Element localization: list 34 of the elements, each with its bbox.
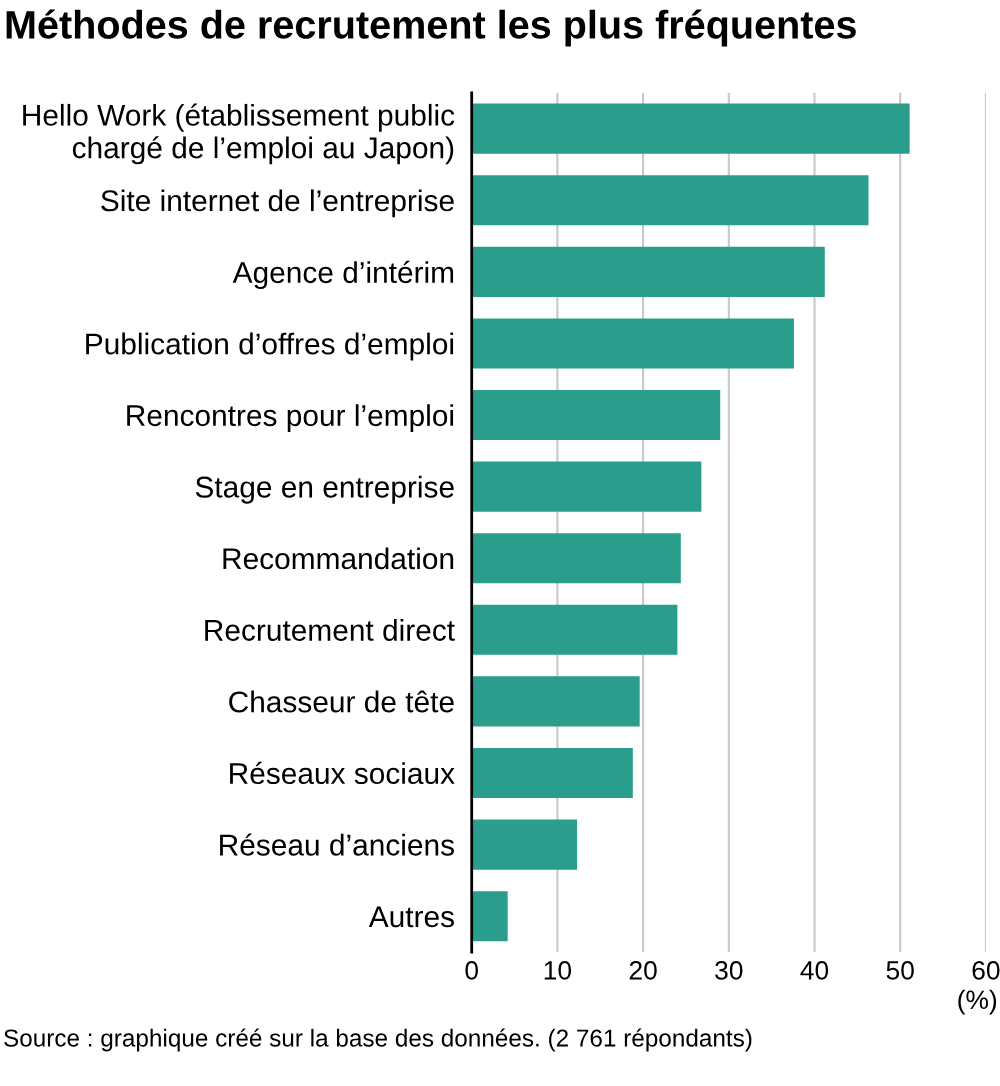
y-tick-label: Site internet de l’entreprise [101, 189, 454, 218]
bar [471, 175, 869, 226]
y-tick-label: Stage en entreprise [195, 475, 454, 504]
bar [471, 389, 721, 441]
bar [471, 819, 578, 870]
x-axis-title: (%) [958, 989, 997, 1015]
bar [471, 747, 633, 799]
bar [471, 604, 678, 655]
bar [471, 891, 508, 942]
x-tick-label: 0 [465, 961, 479, 980]
y-tick-label: Réseau d’anciens [220, 833, 454, 856]
y-tick-label: Hello Work (établissement public chargé de l’emploi au Japon) [23, 103, 455, 165]
bar [471, 246, 825, 297]
x-tick-label: 30 [715, 961, 743, 980]
bar [471, 103, 910, 154]
y-tick-label: Rencontres pour l’emploi [127, 404, 454, 433]
bar [471, 533, 681, 584]
x-tick-label: 20 [629, 961, 657, 980]
y-tick-label: Publication d’offres d’emploi [86, 332, 454, 361]
bar [471, 461, 702, 512]
source-note: Source : graphique créé sur la base des données. (2 761 répondants) [4, 1028, 752, 1052]
x-tick-label: 40 [800, 961, 829, 980]
y-tick-label: Recrutement direct [205, 618, 455, 641]
y-tick-label: Agence d’intérim [232, 260, 454, 290]
chart-title: Méthodes de recrutement les plus fréquentes [6, 9, 856, 47]
y-tick-label: Chasseur de tête [229, 690, 454, 713]
bar [471, 676, 640, 727]
y-tick-label: Réseaux sociaux [230, 761, 455, 785]
x-tick-label: 50 [886, 961, 914, 980]
y-tick-label: Autres [368, 906, 454, 928]
x-tick-label: 10 [544, 961, 572, 980]
bar [471, 318, 794, 369]
y-tick-label: Recommandation [223, 547, 454, 570]
x-tick-label: 60 [972, 961, 1000, 980]
